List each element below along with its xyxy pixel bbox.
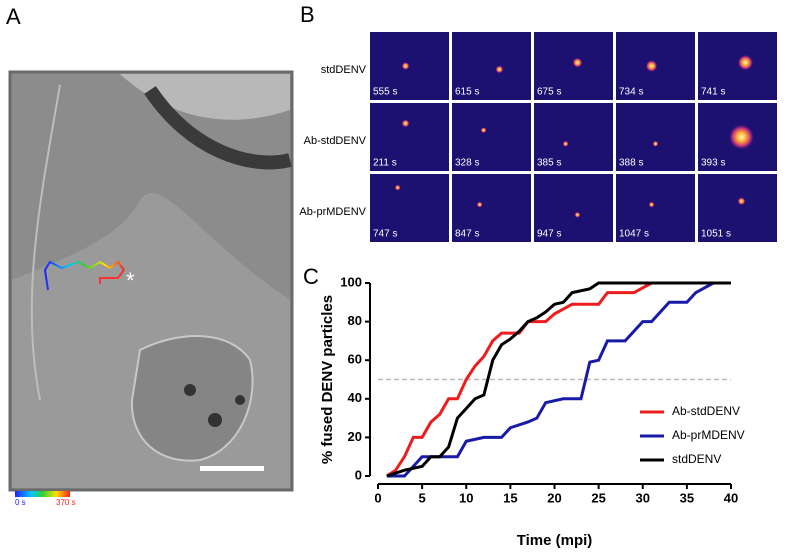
x-axis-label: Time (mpi) [517, 532, 593, 549]
micrograph: * [8, 70, 294, 492]
time-label: 385 s [537, 158, 561, 169]
particle [394, 184, 401, 191]
frame-image [616, 103, 695, 171]
x-tick-label: 0 [374, 490, 381, 505]
panel-label: B [300, 2, 315, 27]
time-label: 847 s [455, 229, 479, 240]
time-label: 734 s [619, 87, 643, 98]
particle [645, 60, 658, 72]
legend-label: Ab-prMDENV [672, 428, 745, 442]
particle [495, 65, 504, 74]
frame-image [452, 103, 531, 171]
particle [648, 201, 655, 208]
series-line [386, 281, 731, 478]
x-tick-label: 30 [636, 490, 650, 505]
time-label: 388 s [619, 158, 643, 169]
time-label: 675 s [537, 87, 561, 98]
panel-label: A [6, 4, 21, 29]
colorbar [15, 491, 70, 497]
particle [737, 197, 746, 206]
time-label: 615 s [455, 87, 479, 98]
time-label: 1047 s [619, 229, 649, 240]
image-grid: stdDENV 555 s 615 s 675 s 734 s 741 s Ab-stdDE… [299, 32, 780, 245]
x-tick-label: 5 [419, 490, 426, 505]
frame-image [534, 103, 613, 171]
x-tick-label: 35 [680, 490, 694, 505]
time-label: 747 s [373, 229, 397, 240]
time-label: 1051 s [701, 229, 731, 240]
row-label: stdDENV [321, 64, 367, 76]
x-tick-label: 15 [503, 490, 517, 505]
particle [480, 127, 487, 134]
colorbar-label: 370 s [56, 498, 76, 507]
y-tick-label: 40 [348, 390, 362, 405]
frame-image [534, 32, 613, 100]
x-tick-label: 20 [547, 490, 561, 505]
y-tick-label: 0 [355, 467, 362, 482]
particle [728, 124, 755, 150]
frame-image [370, 174, 449, 242]
x-tick-label: 40 [724, 490, 738, 505]
y-axis-label: % fused DENV particles [319, 295, 336, 464]
legend-label: Ab-stdDENV [672, 404, 740, 418]
y-tick-label: 20 [348, 429, 362, 444]
time-label: 211 s [373, 158, 397, 169]
panel-label: C [303, 264, 319, 289]
particle [401, 119, 410, 128]
series-line [386, 281, 731, 478]
particle [562, 140, 569, 147]
particle [574, 211, 581, 218]
frame-image [698, 32, 777, 100]
time-label: 555 s [373, 87, 397, 98]
particle [572, 57, 583, 68]
particle [737, 54, 754, 71]
y-tick-label: 60 [348, 352, 362, 367]
frame-image [452, 32, 531, 100]
frame-image [370, 103, 449, 171]
time-label: 741 s [701, 87, 725, 98]
frame-image [616, 174, 695, 242]
series-line [386, 281, 731, 478]
particle [652, 140, 659, 147]
row-label: Ab-prMDENV [299, 206, 366, 218]
frame-image [452, 174, 531, 242]
legend-label: stdDENV [672, 452, 721, 466]
time-label: 328 s [455, 158, 479, 169]
svg-text:*: * [126, 268, 135, 293]
particle [401, 62, 410, 70]
y-tick-label: 80 [348, 313, 362, 328]
chart: 0 20 40 60 80 100 0 5 10 15 20 25 30 35 40 Time (mpi) % … [319, 274, 745, 549]
frame-image [534, 174, 613, 242]
time-label: 947 s [537, 229, 561, 240]
time-label: 393 s [701, 158, 725, 169]
frame-image [698, 174, 777, 242]
x-tick-label: 10 [459, 490, 473, 505]
y-tick-label: 100 [340, 274, 362, 289]
particle [476, 201, 483, 208]
colorbar-label: 0 s [15, 498, 26, 507]
x-tick-label: 25 [591, 490, 605, 505]
row-label: Ab-stdDENV [304, 135, 367, 147]
